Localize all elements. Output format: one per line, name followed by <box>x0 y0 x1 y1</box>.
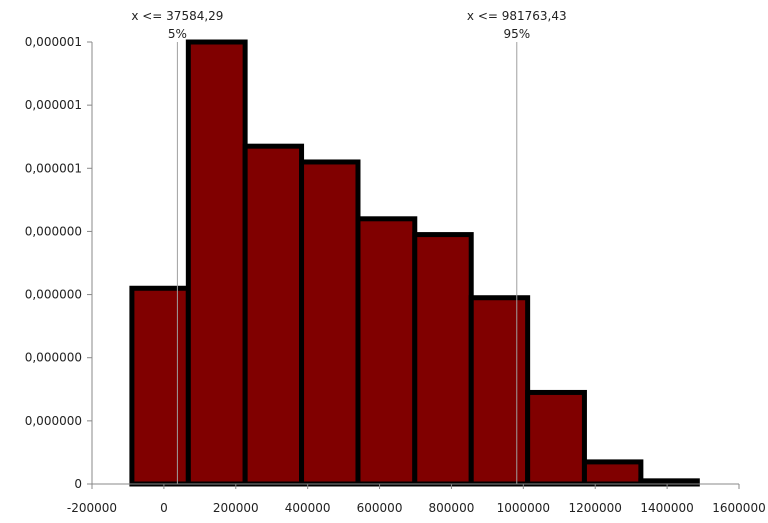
histogram-bar-9 <box>581 459 644 487</box>
x-tick-label: 1400000 <box>640 501 693 515</box>
y-tick-label: 0,000000 <box>25 224 82 238</box>
y-ticks: 0 0,000000 0,000000 0,000000 0,000000 0,00000… <box>25 35 92 491</box>
x-tick-label: 400000 <box>285 501 331 515</box>
x-tick-label: 1200000 <box>568 501 621 515</box>
percentile-label-2: x <= 981763,43 <box>467 9 567 23</box>
histogram-bar-8 <box>525 389 587 487</box>
x-tick-label: 600000 <box>357 501 403 515</box>
histogram-bar-6 <box>412 232 474 487</box>
percentile-pct-2: 95% <box>503 27 530 41</box>
histogram-bar-5 <box>355 216 418 487</box>
y-tick-label: 0,000001 <box>25 161 82 175</box>
histogram-bar-2 <box>185 39 248 487</box>
y-tick-label: 0 <box>74 477 82 491</box>
x-tick-label: 1000000 <box>497 501 550 515</box>
markers-group: x <= 37584,29 5% x <= 981763,43 95% <box>131 9 567 484</box>
percentile-label-1: x <= 37584,29 <box>131 9 223 23</box>
y-tick-label: 0,000001 <box>25 35 82 49</box>
x-tick-label: 200000 <box>213 501 259 515</box>
histogram-bar-4 <box>299 159 361 487</box>
histogram-bar-1 <box>129 285 191 487</box>
histogram-bar-3 <box>242 143 305 487</box>
x-ticks: -200000 0 200000 400000 600000 800000 1000000 1… <box>67 484 766 515</box>
x-tick-label: 800000 <box>429 501 475 515</box>
y-tick-label: 0,000000 <box>25 288 82 302</box>
x-tick-label: 0 <box>160 501 168 515</box>
y-tick-label: 0,000001 <box>25 98 82 112</box>
y-tick-label: 0,000000 <box>25 351 82 365</box>
histogram-bar-7 <box>468 295 531 487</box>
bars-group <box>129 39 700 487</box>
percentile-pct-1: 5% <box>168 27 187 41</box>
y-tick-label: 0,000000 <box>25 414 82 428</box>
x-tick-label: 1600000 <box>712 501 765 515</box>
x-tick-label: -200000 <box>67 501 117 515</box>
